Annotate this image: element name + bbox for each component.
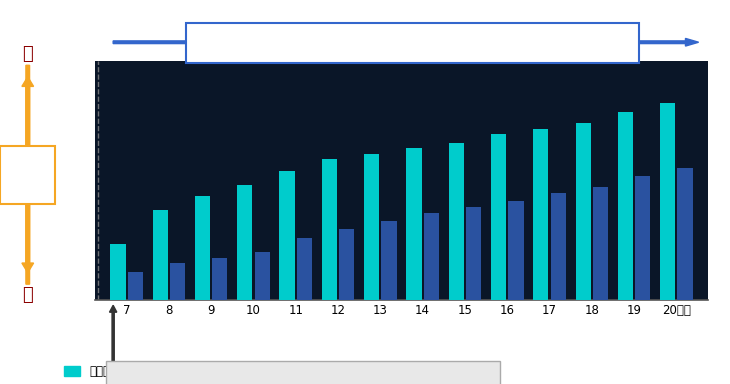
Text: 7等級から、等級毎に無事故・事故ありで割引率が変化します: 7等級から、等級毎に無事故・事故ありで割引率が変化します [300, 37, 525, 50]
Bar [364, 154, 380, 300]
Bar [550, 193, 566, 300]
Bar [635, 176, 650, 300]
Bar [618, 112, 633, 300]
Bar [170, 263, 185, 300]
Text: 6等級までは、無事故・事故ありとも割増引率は同じ: 6等級までは、無事故・事故ありとも割増引率は同じ [212, 372, 393, 384]
Bar [280, 170, 295, 300]
Bar [466, 207, 481, 300]
Bar [339, 230, 354, 300]
Bar [508, 202, 523, 300]
Legend: 無事故の場合の割引イメージ, 事故ありの場合の割引イメージ: 無事故の場合の割引イメージ, 事故ありの場合の割引イメージ [64, 365, 320, 378]
Bar [407, 148, 422, 300]
Bar [677, 168, 693, 300]
Bar [237, 185, 253, 300]
Bar [255, 252, 270, 300]
Text: 小: 小 [23, 286, 33, 304]
Bar [322, 159, 337, 300]
Bar [128, 271, 143, 300]
Text: 割引: 割引 [18, 166, 38, 184]
Bar [212, 258, 228, 300]
Bar [593, 187, 608, 300]
Bar [423, 213, 439, 300]
Bar [110, 243, 126, 300]
Text: 大: 大 [23, 45, 33, 63]
Bar [660, 103, 675, 300]
Bar [491, 134, 506, 300]
Bar [449, 143, 464, 300]
Bar [297, 238, 312, 300]
Bar [195, 196, 210, 300]
Bar [575, 123, 591, 300]
Bar [153, 210, 168, 300]
Bar [533, 129, 548, 300]
Bar [381, 221, 396, 300]
